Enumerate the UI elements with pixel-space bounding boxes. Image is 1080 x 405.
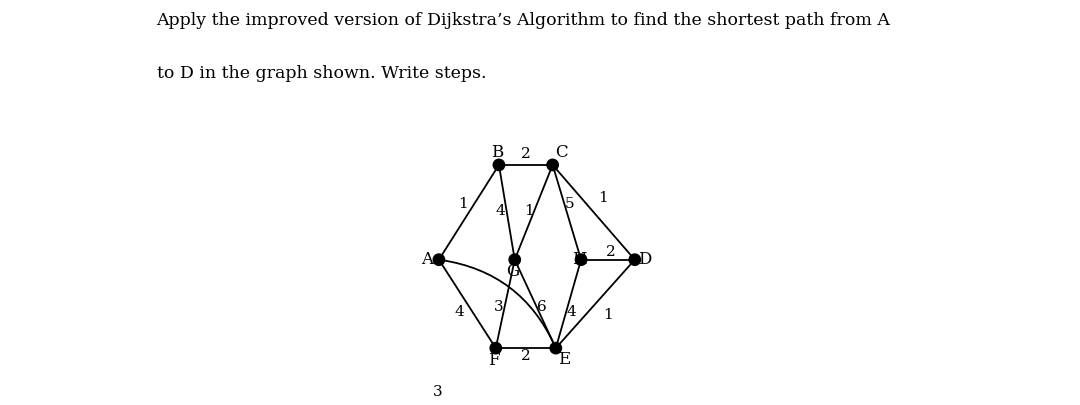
- Text: 4: 4: [567, 305, 577, 319]
- Circle shape: [576, 254, 586, 265]
- Text: 4: 4: [496, 204, 505, 218]
- Text: E: E: [558, 351, 570, 368]
- Text: 2: 2: [606, 245, 616, 259]
- Text: G: G: [507, 263, 519, 280]
- Text: 1: 1: [598, 191, 608, 205]
- Text: 3: 3: [495, 300, 503, 314]
- Text: A: A: [421, 251, 433, 268]
- Text: 2: 2: [521, 349, 530, 363]
- Circle shape: [490, 343, 501, 354]
- Text: 2: 2: [521, 147, 530, 161]
- Circle shape: [546, 159, 558, 171]
- Text: F: F: [488, 352, 500, 369]
- Circle shape: [433, 254, 445, 265]
- Text: 5: 5: [565, 197, 575, 211]
- Text: 3: 3: [432, 386, 442, 399]
- Circle shape: [494, 159, 504, 171]
- FancyArrowPatch shape: [442, 260, 555, 345]
- Text: 1: 1: [458, 197, 468, 211]
- Text: 1: 1: [603, 308, 612, 322]
- Circle shape: [550, 343, 562, 354]
- Circle shape: [629, 254, 640, 265]
- Text: to D in the graph shown. Write steps.: to D in the graph shown. Write steps.: [157, 65, 486, 82]
- Text: D: D: [638, 251, 651, 268]
- Text: C: C: [555, 145, 568, 162]
- Text: 1: 1: [524, 204, 534, 218]
- Text: Apply the improved version of Dijkstra’s Algorithm to find the shortest path fro: Apply the improved version of Dijkstra’s…: [157, 12, 891, 29]
- Text: H: H: [572, 251, 586, 268]
- Text: 6: 6: [537, 300, 546, 314]
- Circle shape: [509, 254, 521, 265]
- Text: 4: 4: [455, 305, 464, 319]
- Text: B: B: [491, 145, 503, 162]
